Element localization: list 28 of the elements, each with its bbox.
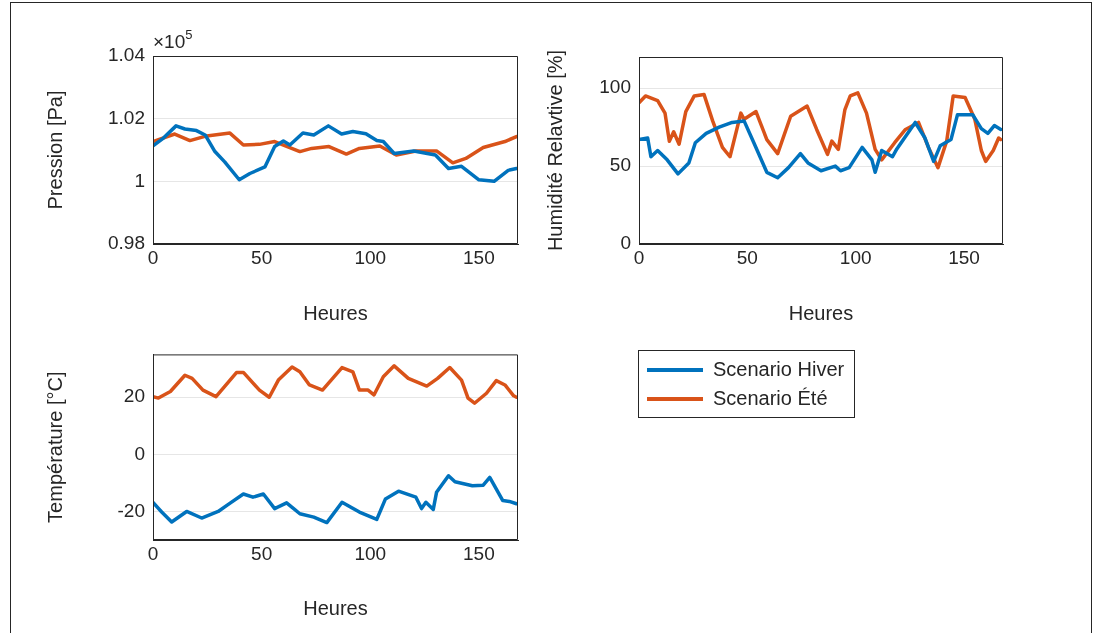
x-axis-title: Heures bbox=[788, 301, 854, 324]
x-tick-label: 150 bbox=[948, 246, 980, 268]
x-tick-label: 50 bbox=[251, 246, 273, 268]
y-tick-label: 50 bbox=[609, 154, 631, 176]
x-tick-label: 0 bbox=[633, 246, 645, 268]
x-tick-label: 50 bbox=[251, 542, 273, 564]
x-tick-label: 150 bbox=[463, 542, 495, 564]
y-axis-title: Humidité Relavtive [%] bbox=[543, 49, 566, 252]
x-tick-label: 100 bbox=[354, 542, 387, 564]
x-tick-label: 100 bbox=[354, 246, 387, 268]
x-tick-label: 50 bbox=[736, 246, 758, 268]
y-tick-label: 1.02 bbox=[108, 106, 145, 128]
y-tick-label: 0 bbox=[134, 442, 145, 464]
y-axis-title: Pression [Pa] bbox=[43, 90, 66, 210]
legend-label: Scenario Été bbox=[713, 386, 828, 411]
y-axis-title: Température [°C] bbox=[43, 371, 66, 523]
x-tick-label: 100 bbox=[839, 246, 872, 268]
y-tick-label: 0 bbox=[620, 232, 631, 254]
legend-label: Scenario Hiver bbox=[713, 357, 845, 382]
x-axis-title: Heures bbox=[303, 596, 368, 619]
y-tick-label: -20 bbox=[117, 499, 145, 521]
y-tick-label: 100 bbox=[599, 76, 631, 98]
y-tick-label: 1.04 bbox=[108, 44, 146, 66]
y-tick-label: 1 bbox=[134, 169, 145, 191]
x-axis-title: Heures bbox=[303, 301, 368, 324]
y-tick-label: 0.98 bbox=[108, 232, 145, 254]
x-tick-label: 150 bbox=[463, 246, 495, 268]
y-tick-label: 20 bbox=[123, 385, 145, 407]
